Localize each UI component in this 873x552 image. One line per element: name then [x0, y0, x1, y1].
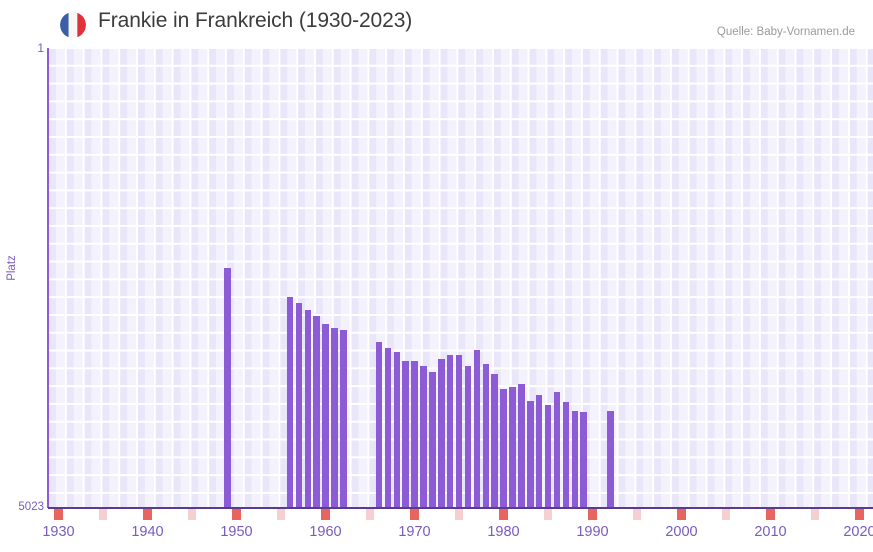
x-tick-label: 1980	[487, 524, 520, 540]
x-tick-major	[766, 509, 775, 520]
x-tick-minor	[454, 509, 464, 520]
y-axis-title: Platz	[6, 255, 18, 281]
bar	[384, 348, 392, 508]
y-axis-line	[47, 48, 49, 508]
x-tick-label: 1960	[309, 524, 342, 540]
y-axis-min-label: 5023	[18, 501, 44, 513]
bar	[313, 316, 320, 508]
bar	[509, 386, 516, 508]
page-title: Frankie in Frankreich (1930-2023)	[98, 9, 413, 32]
bar	[553, 392, 561, 508]
x-tick-major	[232, 509, 241, 520]
x-tick-label: 1950	[220, 524, 253, 540]
bar-series	[48, 48, 873, 508]
bar	[438, 359, 445, 508]
x-tick-major	[143, 509, 152, 520]
bar	[224, 267, 231, 508]
x-tick-label: 1940	[131, 524, 164, 540]
bar	[464, 365, 472, 508]
bar	[322, 323, 329, 508]
x-axis-tick-strip	[48, 509, 873, 520]
x-tick-major	[588, 509, 597, 520]
france-flag-icon	[60, 12, 86, 38]
bar	[411, 361, 418, 508]
bar	[375, 341, 383, 508]
bar	[429, 372, 436, 508]
bar	[455, 354, 463, 508]
bar	[331, 328, 338, 508]
bar	[446, 354, 454, 508]
chart-header: Frankie in Frankreich (1930-2023) Quelle…	[0, 0, 873, 44]
source-attribution: Quelle: Baby-Vornamen.de	[716, 26, 855, 38]
x-axis-line	[48, 507, 873, 509]
bar	[562, 402, 570, 508]
x-tick-minor	[543, 509, 553, 520]
bar	[482, 363, 490, 508]
plot-area	[48, 48, 873, 508]
bar	[340, 330, 347, 508]
x-tick-label: 2010	[754, 524, 787, 540]
x-tick-label: 2000	[665, 524, 698, 540]
y-axis-max-label: 1	[37, 41, 44, 55]
bar	[491, 374, 498, 508]
x-tick-label: 1990	[576, 524, 609, 540]
x-tick-label: 1930	[42, 524, 75, 540]
bar	[286, 297, 294, 508]
bar	[304, 309, 312, 508]
bar	[535, 395, 543, 508]
bar	[527, 400, 534, 508]
x-tick-label: 2020	[843, 524, 873, 540]
bar	[571, 410, 579, 508]
bar	[295, 303, 303, 508]
bar	[580, 412, 587, 508]
x-tick-major	[54, 509, 63, 520]
bar	[544, 405, 552, 508]
x-tick-minor	[810, 509, 820, 520]
bar	[402, 361, 409, 508]
x-tick-major	[410, 509, 419, 520]
x-tick-minor	[721, 509, 731, 520]
x-tick-minor	[276, 509, 286, 520]
bar	[393, 352, 401, 508]
x-tick-major	[855, 509, 864, 520]
bar	[420, 365, 427, 508]
x-tick-major	[499, 509, 508, 520]
x-tick-major	[677, 509, 686, 520]
x-tick-minor	[98, 509, 108, 520]
bar	[500, 388, 507, 508]
bar	[473, 350, 481, 508]
x-tick-minor	[632, 509, 642, 520]
bar	[607, 410, 614, 508]
x-tick-minor	[187, 509, 197, 520]
x-tick-major	[321, 509, 330, 520]
bar	[518, 384, 525, 508]
x-tick-minor	[365, 509, 375, 520]
x-tick-label: 1970	[398, 524, 431, 540]
